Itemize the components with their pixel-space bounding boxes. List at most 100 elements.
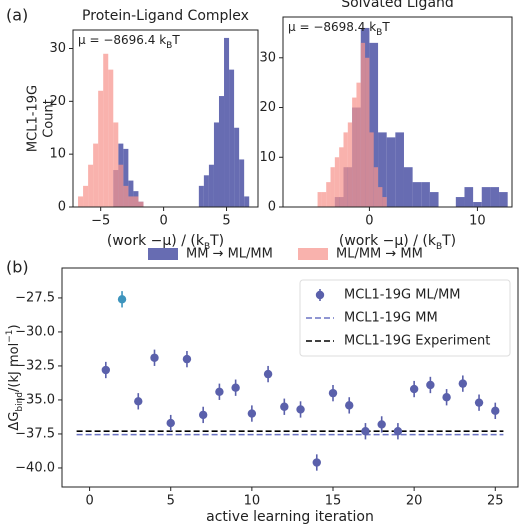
histogram-bar bbox=[360, 42, 366, 207]
histogram-bar bbox=[386, 137, 396, 207]
plot-frame bbox=[282, 16, 513, 208]
data-point bbox=[345, 401, 354, 410]
x-tick-label: −5 bbox=[91, 214, 110, 229]
histogram-bar bbox=[352, 97, 357, 207]
histogram-bar bbox=[78, 196, 84, 207]
data-point bbox=[117, 295, 127, 304]
histogram-bar bbox=[339, 147, 344, 207]
data-point bbox=[442, 393, 451, 402]
x-tick-label: 5 bbox=[222, 214, 230, 229]
legend-label: ML/MM → MM bbox=[336, 247, 423, 262]
histogram-bar bbox=[239, 159, 245, 207]
data-point bbox=[280, 402, 289, 411]
annotation: μ = −8696.4 kBT bbox=[78, 33, 180, 51]
histogram-bar bbox=[234, 127, 240, 207]
data-point bbox=[215, 387, 224, 396]
y-tick-label: −37.5 bbox=[15, 426, 55, 441]
data-point bbox=[134, 397, 143, 406]
x-axis-label-part: T) bbox=[209, 233, 224, 249]
annotation-part: μ = −8696.4 bbox=[78, 33, 159, 47]
x-tick-label: 5 bbox=[167, 494, 175, 509]
histogram-bar bbox=[464, 187, 474, 207]
data-point bbox=[166, 418, 175, 428]
data-point bbox=[247, 409, 257, 418]
data-point bbox=[182, 354, 192, 364]
y-axis-label: ΔGbind/(kJ mol−1) bbox=[5, 324, 25, 430]
legend-label: MCL1-19G Experiment bbox=[344, 334, 490, 349]
histogram-bar bbox=[128, 180, 134, 207]
histogram-bar bbox=[369, 42, 379, 207]
data-point bbox=[312, 458, 321, 467]
histogram-bar bbox=[133, 196, 139, 207]
data-point bbox=[101, 365, 111, 375]
histogram-bar bbox=[347, 122, 353, 207]
annotation: μ = −8698.4 kBT bbox=[288, 20, 390, 38]
histogram-bar bbox=[203, 175, 209, 207]
histogram-bar bbox=[395, 132, 404, 207]
x-tick-label: 10 bbox=[244, 494, 261, 509]
x-tick-label: 10 bbox=[469, 214, 486, 229]
x-axis-label: (work −μ) / (kBT) bbox=[107, 233, 224, 252]
legend-box bbox=[299, 279, 511, 357]
histogram-bar bbox=[369, 132, 374, 207]
histogram-bar bbox=[113, 122, 119, 207]
histogram-bar bbox=[382, 197, 387, 207]
y-axis-label-part: /(kJ mol bbox=[7, 343, 22, 392]
x-tick-label: 20 bbox=[406, 494, 423, 509]
legend-label: MCL1-19G MM bbox=[344, 311, 438, 326]
histogram-bar bbox=[317, 192, 322, 207]
legend-swatch bbox=[298, 248, 328, 260]
histogram-bar bbox=[224, 37, 230, 208]
histogram-bar bbox=[499, 192, 508, 207]
x-axis-label-part: (work −μ) / (k bbox=[339, 233, 437, 249]
histogram-bar bbox=[93, 143, 99, 207]
histogram-bar bbox=[123, 148, 129, 207]
histogram-bar bbox=[218, 96, 225, 207]
y-tick-label: 20 bbox=[49, 94, 66, 109]
plot-frame bbox=[72, 29, 259, 208]
histogram-bar bbox=[83, 185, 89, 207]
x-axis-label: active learning iteration bbox=[206, 509, 374, 525]
histogram-bar bbox=[455, 197, 465, 207]
histogram-bar bbox=[481, 187, 491, 207]
chart-title: Solvated Ligand bbox=[341, 0, 454, 11]
y-axis-label-part: ) bbox=[7, 324, 22, 329]
data-point bbox=[458, 379, 468, 388]
histogram-bar bbox=[326, 182, 331, 207]
y-axis-label-part: bind bbox=[15, 392, 25, 412]
histogram-bar bbox=[334, 157, 340, 207]
y-axis-label-part: ΔG bbox=[7, 412, 22, 431]
histogram-bar bbox=[365, 57, 370, 207]
histogram-bar bbox=[103, 53, 109, 207]
annotation-part: T bbox=[381, 20, 390, 34]
data-point bbox=[377, 420, 386, 429]
data-point bbox=[426, 380, 435, 390]
y-axis-label-part: −1 bbox=[5, 330, 15, 343]
panel-label: (a) bbox=[6, 6, 28, 25]
histogram-bar bbox=[229, 69, 235, 208]
data-point bbox=[198, 410, 208, 420]
data-point bbox=[491, 406, 500, 416]
x-axis-label-part: (work −μ) / (k bbox=[107, 233, 205, 249]
y-tick-label: 20 bbox=[259, 100, 276, 115]
y-tick-label: −30.0 bbox=[15, 324, 55, 339]
histogram-bar bbox=[373, 167, 379, 207]
data-point bbox=[150, 353, 159, 362]
y-tick-label: 0 bbox=[58, 200, 66, 215]
data-point bbox=[409, 384, 419, 394]
legend-marker bbox=[315, 290, 325, 300]
histogram-bar bbox=[244, 196, 250, 207]
histogram-bar bbox=[98, 90, 104, 207]
annotation-part: B bbox=[166, 41, 172, 51]
plot-frame bbox=[61, 267, 519, 488]
x-axis-label-part: T) bbox=[441, 233, 456, 249]
histogram-bar bbox=[198, 185, 204, 207]
legend-label: MCL1-19G ML/MM bbox=[344, 288, 461, 303]
y-tick-label: −27.5 bbox=[15, 290, 55, 305]
histogram-bar bbox=[330, 167, 335, 207]
histogram-bar bbox=[88, 164, 94, 207]
histogram-bar bbox=[412, 182, 422, 207]
y-tick-label: −35.0 bbox=[15, 392, 55, 407]
histogram-bar bbox=[429, 192, 439, 207]
